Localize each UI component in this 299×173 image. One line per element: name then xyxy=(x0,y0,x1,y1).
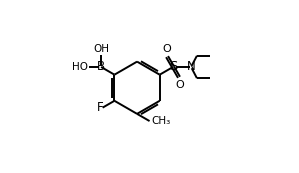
Text: O: O xyxy=(163,44,171,54)
Text: S: S xyxy=(169,61,177,74)
Text: OH: OH xyxy=(93,44,109,54)
Text: F: F xyxy=(97,101,104,114)
Text: O: O xyxy=(176,80,184,90)
Text: CH₃: CH₃ xyxy=(151,116,170,126)
Text: B: B xyxy=(97,61,105,74)
Text: HO: HO xyxy=(72,62,88,72)
Text: N: N xyxy=(187,61,196,74)
